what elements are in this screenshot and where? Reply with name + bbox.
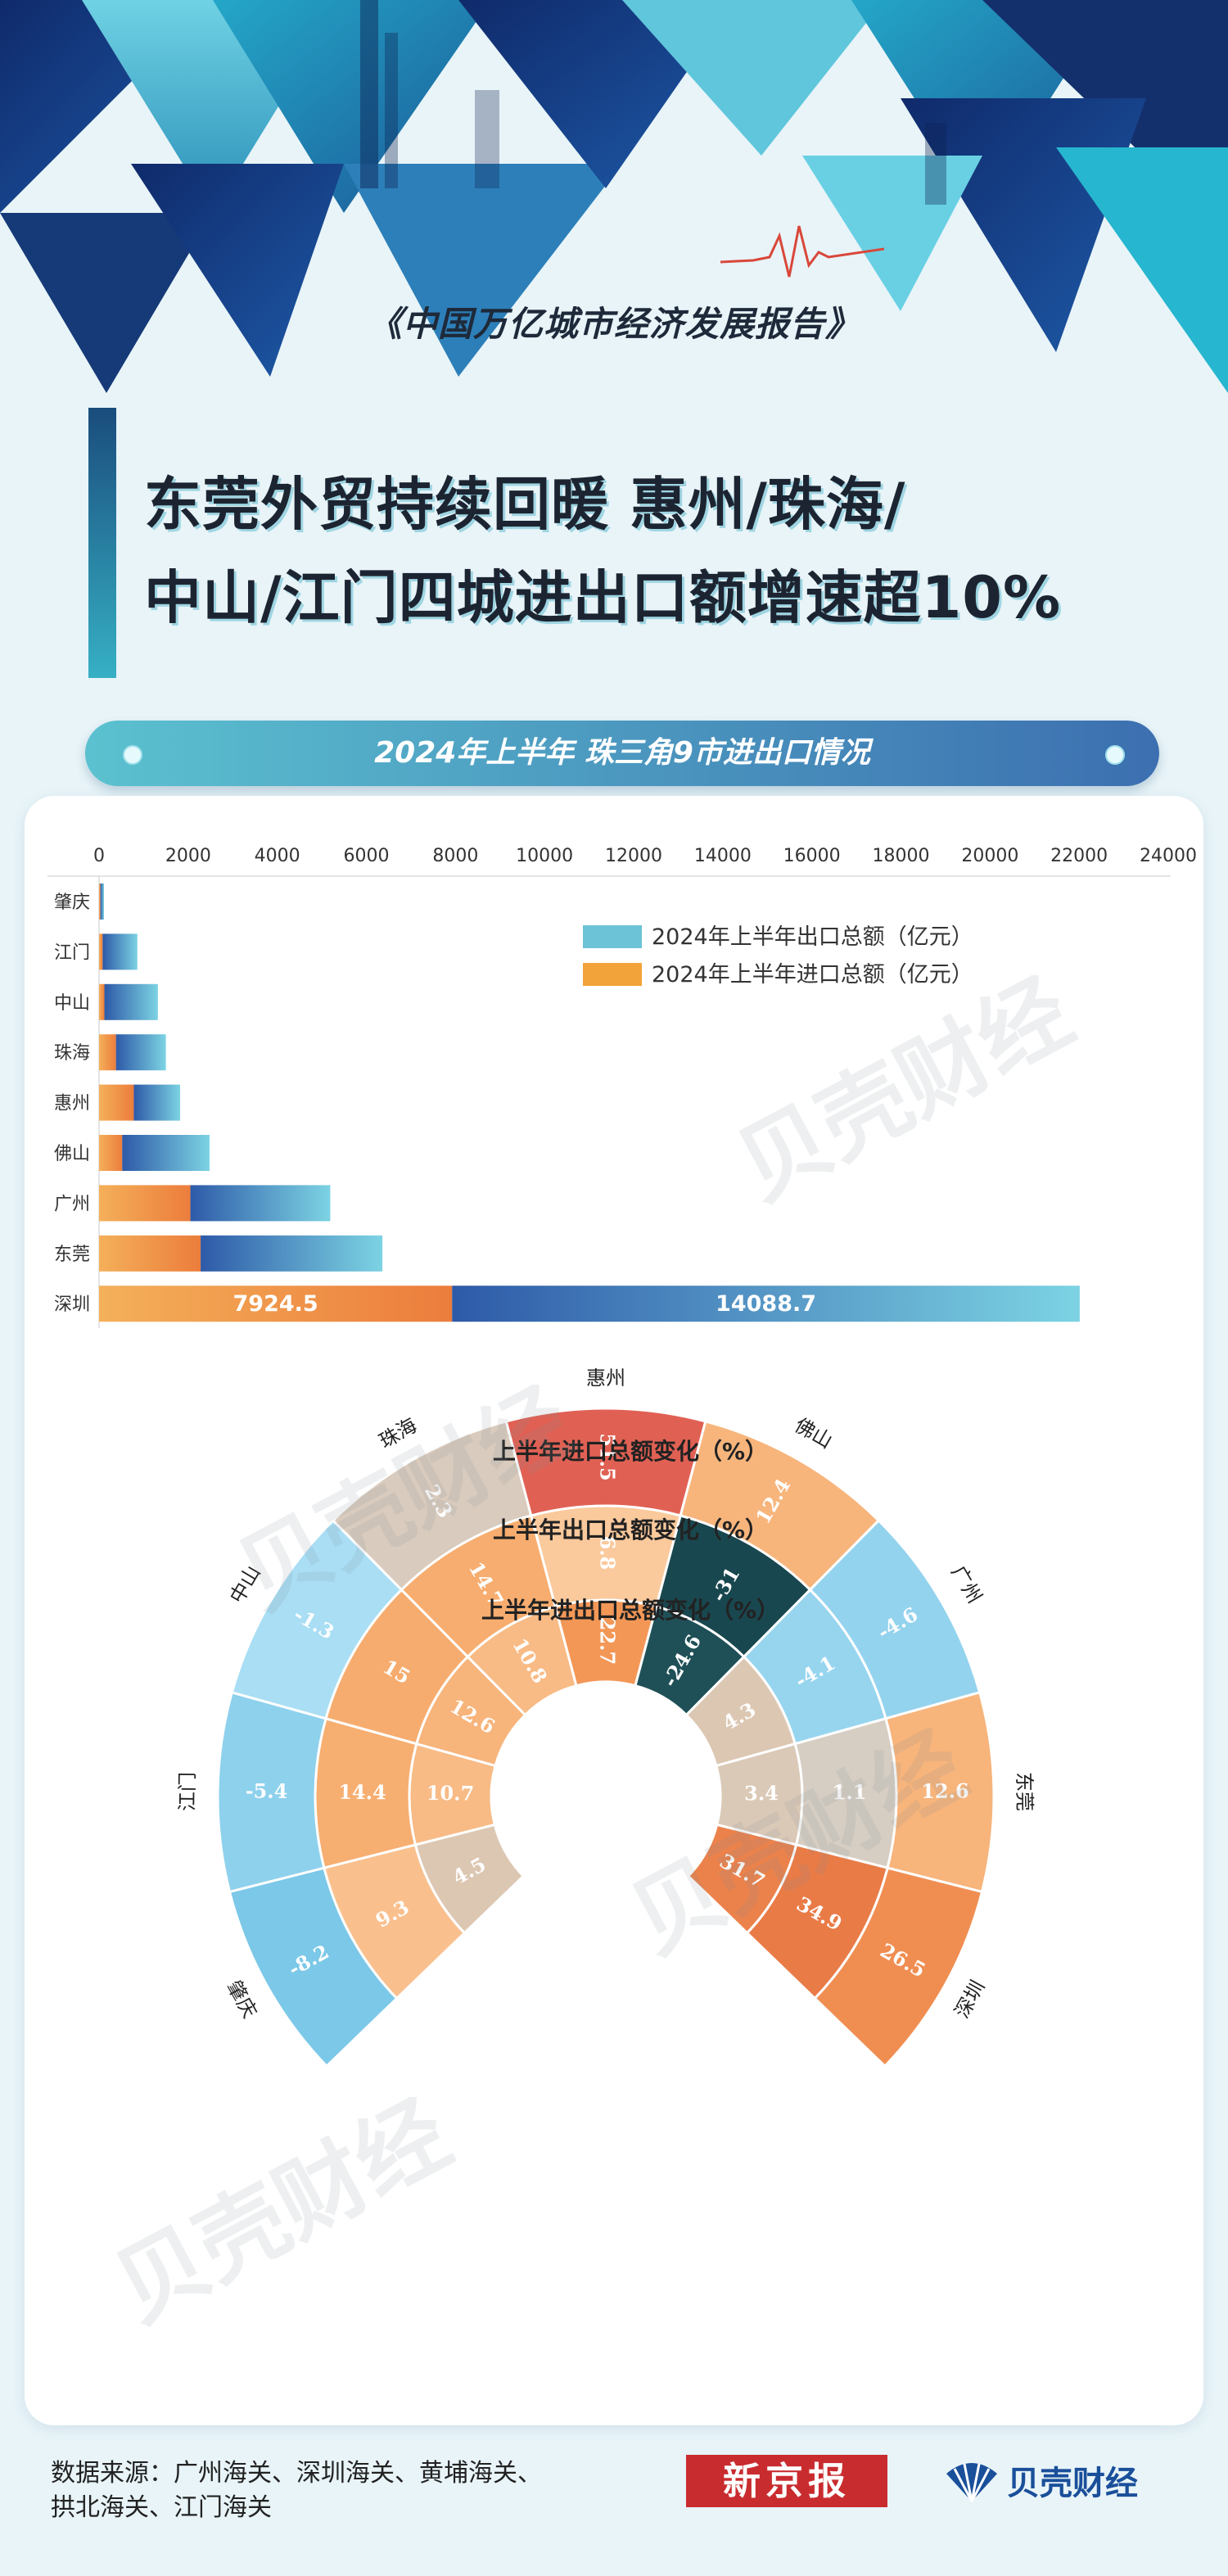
ring-title: 上半年进口总额变化（%）: [493, 1438, 768, 1465]
bar-export: [104, 983, 158, 1020]
beike-logo-text: 贝壳财经: [1007, 2465, 1138, 2502]
bar-import: [99, 1185, 191, 1222]
radial-category-label: 惠州: [586, 1367, 625, 1390]
bar-import: [99, 1286, 453, 1322]
x-tick-label: 0: [93, 846, 105, 866]
bar-import: [99, 983, 105, 1020]
radial-value-label: 12.6: [921, 1778, 969, 1803]
bar-export: [115, 1034, 166, 1071]
x-tick-label: 20000: [961, 846, 1018, 866]
radial-value-label: 6.8: [596, 1536, 620, 1570]
x-tick-label: 16000: [783, 846, 841, 866]
y-category-label: 中山: [54, 993, 90, 1014]
x-tick-label: 12000: [605, 846, 662, 866]
y-category-label: 江门: [54, 942, 90, 963]
pulse-line-icon: [720, 225, 884, 278]
bar-export: [201, 1235, 383, 1272]
radial-category-label: 肇庆: [222, 1977, 261, 2022]
x-tick-label: 24000: [1140, 846, 1197, 866]
bar-import: [99, 1034, 116, 1071]
pill-dot-left: [123, 745, 142, 765]
radial-category-label: 佛山: [791, 1413, 837, 1453]
radial-value-label: 51.5: [596, 1433, 620, 1480]
bar-export: [452, 1286, 1080, 1322]
radial-value-label: 1.1: [832, 1780, 866, 1804]
x-tick-label: 6000: [344, 846, 390, 866]
bar-import: [99, 933, 103, 970]
headline-line-2: 中山/江门四城进出口额增速超10%: [144, 564, 1062, 631]
bar-export: [190, 1185, 331, 1222]
bar-import: [99, 1135, 123, 1171]
x-tick-label: 10000: [516, 846, 573, 866]
title-accent-bar: [88, 408, 116, 678]
x-tick-label: 8000: [432, 846, 478, 866]
y-category-label: 东莞: [54, 1245, 90, 1265]
legend-swatch-import: [583, 963, 642, 986]
ring-title: 上半年进出口总额变化（%）: [481, 1597, 779, 1624]
source-line-2: 拱北海关、江门海关: [51, 2493, 272, 2522]
radial-category-label: 广州: [946, 1561, 986, 1607]
bar-export: [100, 884, 104, 920]
section-title: 2024年上半年 珠三角9市进出口情况: [374, 736, 870, 770]
x-tick-label: 4000: [255, 846, 300, 866]
data-source: 数据来源：广州海关、深圳海关、黄埔海关、 拱北海关、江门海关: [51, 2456, 542, 2525]
legend-label-export: 2024年上半年出口总额（亿元）: [652, 924, 973, 950]
bar-import: [99, 1084, 134, 1121]
section-title-pill: 2024年上半年 珠三角9市进出口情况: [85, 721, 1159, 786]
bar-export: [102, 933, 138, 970]
header-banner: [0, 0, 1228, 393]
bar-export: [133, 1084, 181, 1121]
radial-category-label: 东莞: [1013, 1772, 1036, 1811]
radial-value-label: 3.4: [744, 1781, 779, 1805]
radial-segment: [813, 1866, 984, 2068]
bar-export: [122, 1135, 210, 1171]
bar-import: [99, 1235, 201, 1272]
headline-line-1: 东莞外贸持续回暖 惠州/珠海/: [144, 471, 906, 538]
report-title: 《中国万亿城市经济发展报告》: [367, 304, 860, 344]
bar-import: [99, 884, 101, 920]
y-category-label: 佛山: [54, 1144, 90, 1164]
y-category-label: 珠海: [54, 1043, 90, 1064]
source-line-1: 数据来源：广州海关、深圳海关、黄埔海关、: [51, 2459, 542, 2488]
data-label-import: 7924.5: [233, 1291, 318, 1317]
bar-chart: 0 2000 4000 6000 8000 10000 12000 14000 16000 180…: [47, 846, 1197, 1328]
legend-swatch-export: [583, 925, 642, 948]
shell-icon: [946, 2463, 997, 2502]
radial-category-label: 深圳: [950, 1977, 990, 2022]
data-label-export: 14088.7: [716, 1291, 816, 1317]
chart-canvas: 0 2000 4000 6000 8000 10000 12000 14000 16000 180…: [47, 846, 1197, 2068]
y-category-label: 广州: [54, 1194, 90, 1214]
y-category-label: 惠州: [54, 1094, 90, 1114]
y-category-label: 深圳: [54, 1295, 90, 1315]
x-tick-label: 14000: [694, 846, 752, 866]
radial-value-label: 22.7: [596, 1617, 620, 1665]
x-tick-label: 22000: [1050, 846, 1108, 866]
radial-value-label: 14.4: [338, 1780, 386, 1805]
y-category-label: 肇庆: [54, 893, 90, 913]
radial-category-label: 江门: [176, 1772, 200, 1811]
chart-card: 0 2000 4000 6000 8000 10000 12000 14000 16000 180…: [25, 796, 1203, 2425]
beike-logo: 贝壳财经: [943, 2452, 1138, 2509]
pill-dot-right: [1105, 745, 1125, 765]
radial-value-label: 10.7: [427, 1781, 475, 1805]
x-tick-label: 2000: [165, 846, 211, 866]
xinjingbao-logo: 新京报: [686, 2455, 887, 2507]
legend-label-import: 2024年上半年进口总额（亿元）: [652, 962, 973, 987]
radial-value-label: -5.4: [246, 1778, 288, 1803]
ring-title: 上半年出口总额变化（%）: [493, 1516, 768, 1543]
x-tick-label: 18000: [873, 846, 930, 866]
